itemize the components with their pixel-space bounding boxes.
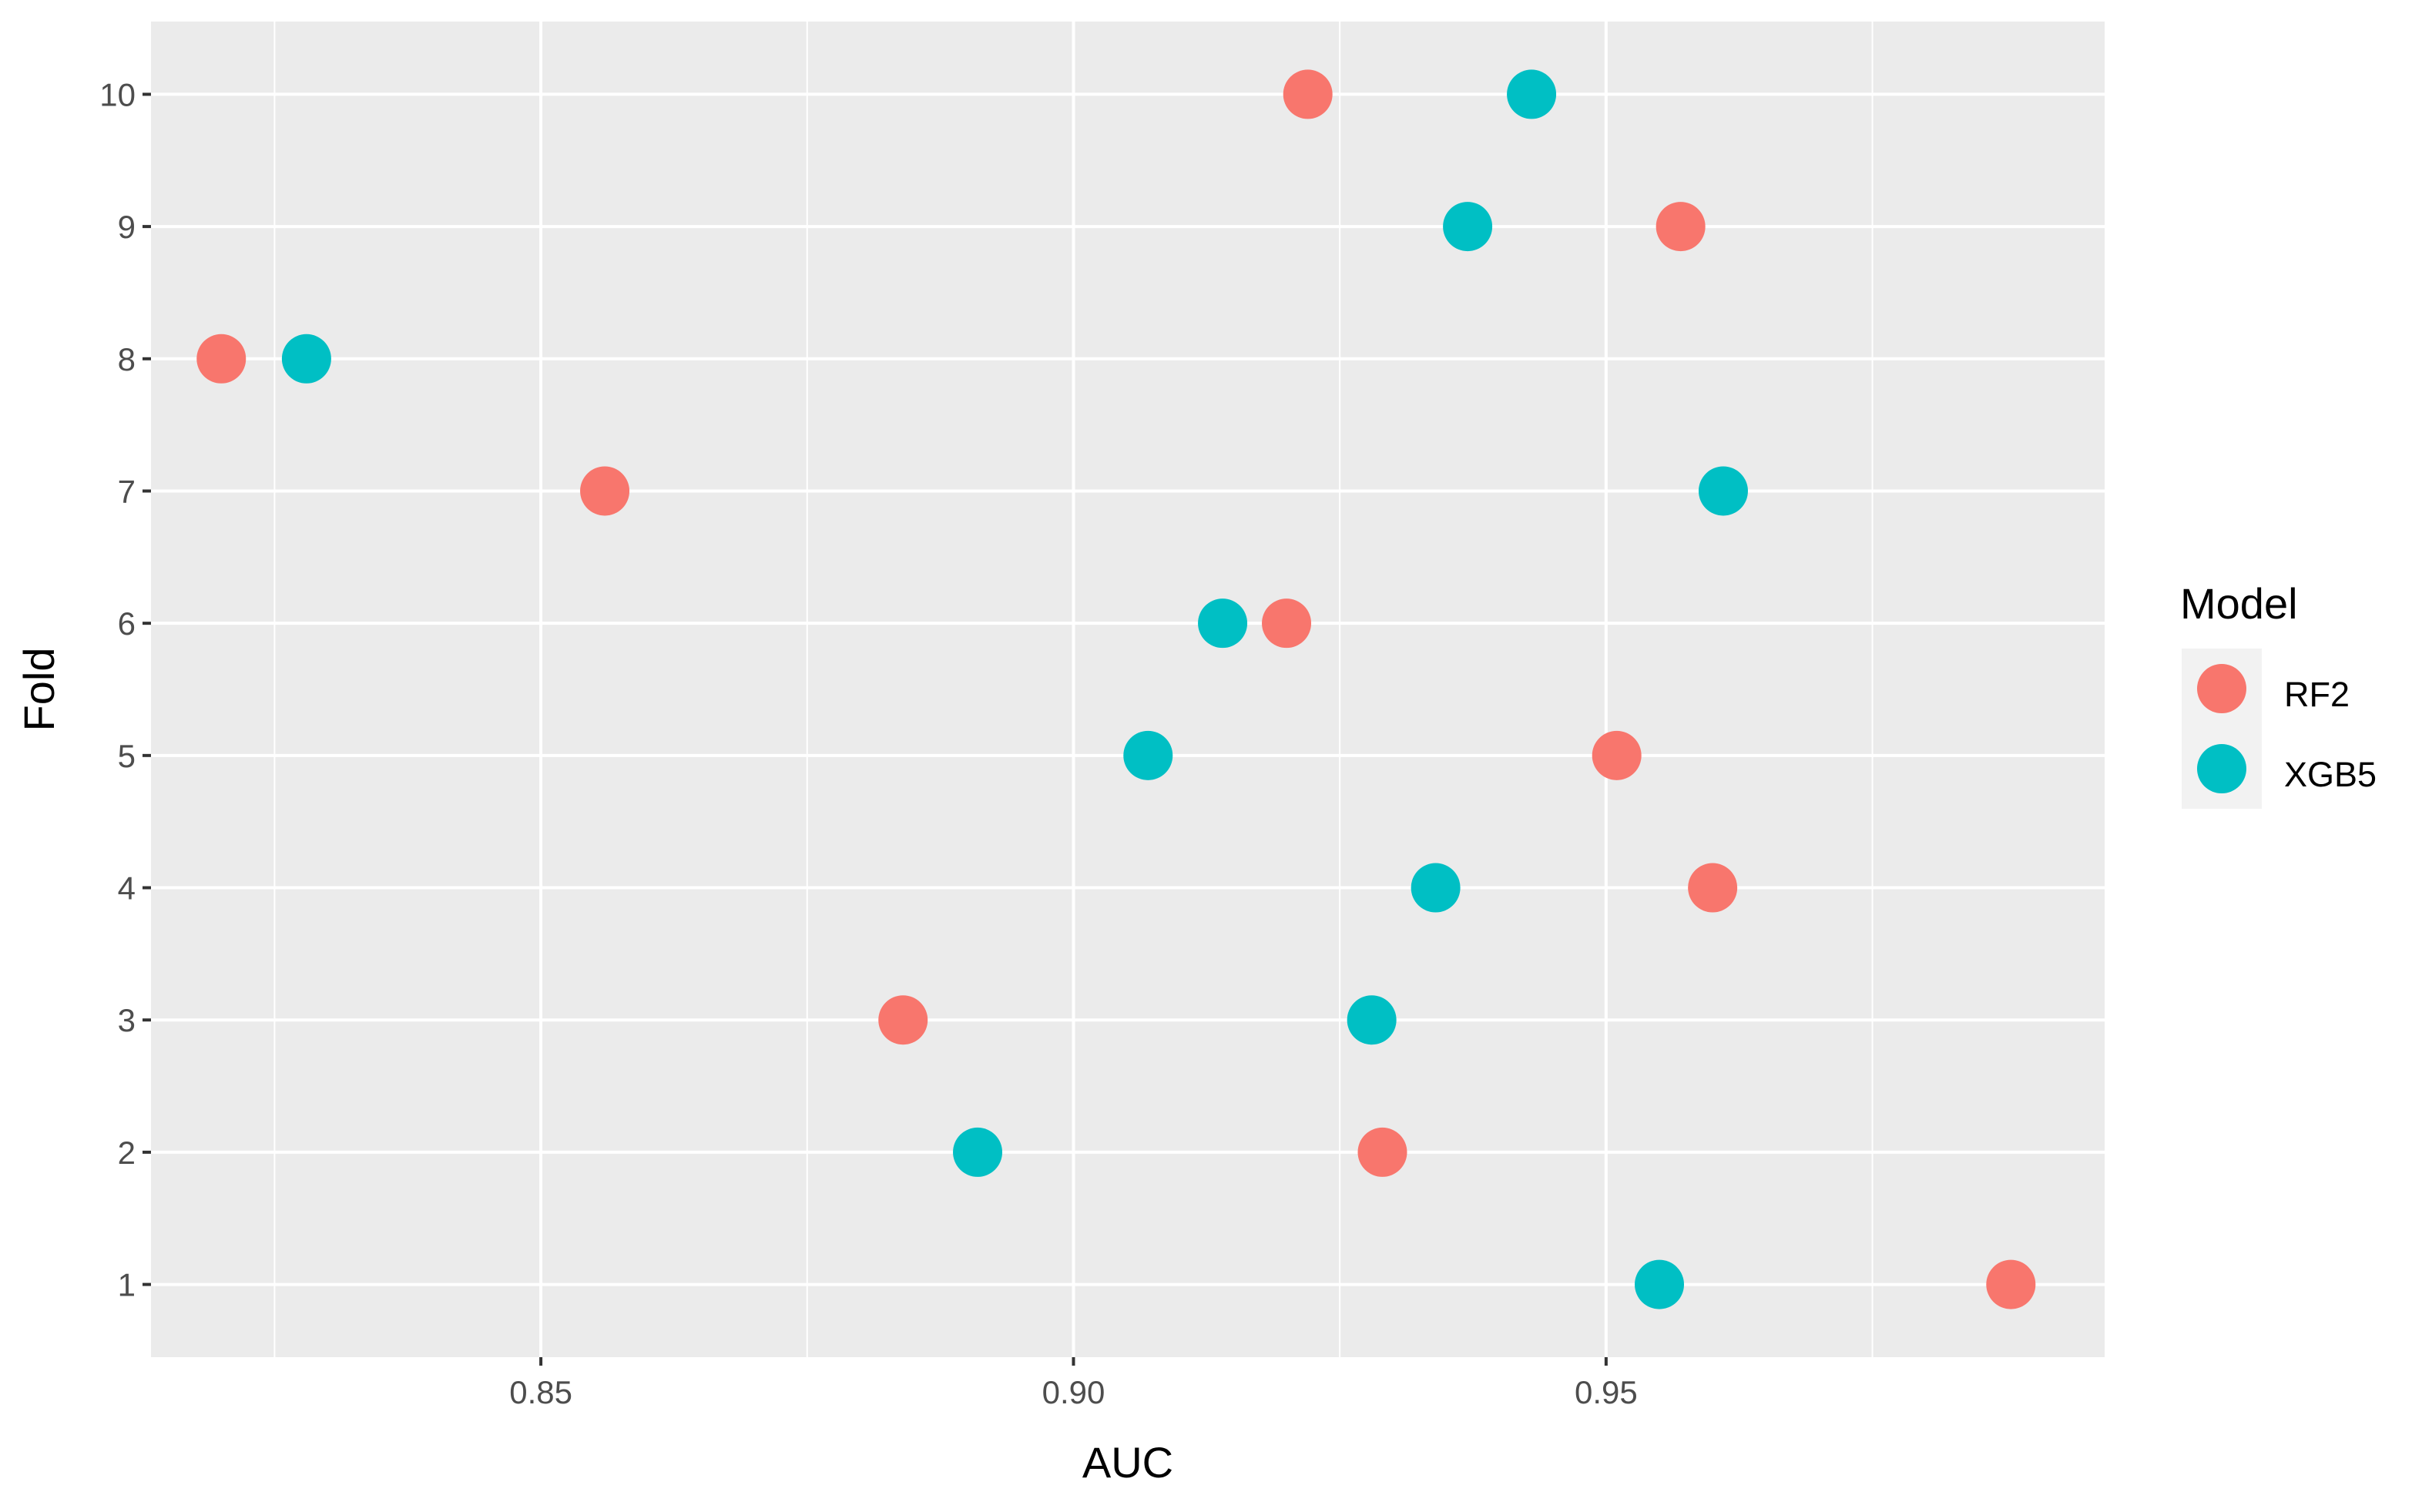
y-axis: 1 2 3 4 5 6 7 8 9 10 — [99, 76, 151, 1303]
legend: Model RF2 XGB5 — [2180, 579, 2377, 809]
legend-marker-xgb5 — [2197, 744, 2246, 793]
data-point-xgb5 — [1411, 863, 1461, 913]
y-tick-label: 5 — [118, 738, 136, 774]
data-point-xgb5 — [953, 1127, 1003, 1177]
data-point-xgb5 — [1443, 202, 1493, 252]
legend-label-rf2: RF2 — [2284, 675, 2350, 714]
plot-panel — [151, 22, 2105, 1357]
data-point-xgb5 — [1123, 730, 1173, 780]
legend-marker-rf2 — [2197, 664, 2246, 713]
data-point-rf2 — [580, 466, 630, 516]
y-axis-label: Fold — [15, 648, 63, 732]
legend-label-xgb5: XGB5 — [2284, 755, 2377, 794]
x-tick-label: 0.95 — [1575, 1374, 1638, 1410]
x-tick-label: 0.90 — [1042, 1374, 1105, 1410]
data-point-xgb5 — [1347, 995, 1397, 1045]
legend-title: Model — [2180, 579, 2298, 628]
y-tick-label: 2 — [118, 1135, 136, 1171]
data-point-xgb5 — [281, 334, 331, 384]
y-tick-label: 3 — [118, 1002, 136, 1038]
minor-gridlines — [273, 22, 1874, 1357]
x-tick-label: 0.85 — [509, 1374, 572, 1410]
y-tick-label: 8 — [118, 341, 136, 377]
data-point-xgb5 — [1635, 1259, 1685, 1309]
y-tick-label: 9 — [118, 209, 136, 245]
data-point-rf2 — [1592, 730, 1642, 780]
x-axis-label: AUC — [1082, 1438, 1173, 1487]
data-point-rf2 — [1283, 69, 1333, 119]
data-point-rf2 — [1986, 1259, 2036, 1309]
data-point-rf2 — [878, 995, 928, 1045]
data-point-xgb5 — [1198, 598, 1248, 649]
data-point-rf2 — [1656, 202, 1706, 252]
data-point-rf2 — [1357, 1127, 1407, 1177]
y-tick-label: 7 — [118, 473, 136, 509]
data-point-rf2 — [196, 334, 247, 384]
y-tick-label: 1 — [118, 1267, 136, 1303]
data-point-xgb5 — [1698, 466, 1748, 516]
x-axis: 0.85 0.90 0.95 — [509, 1357, 1638, 1410]
data-point-rf2 — [1688, 863, 1738, 913]
data-point-xgb5 — [1507, 69, 1557, 119]
y-tick-label: 10 — [99, 76, 136, 112]
major-gridlines — [151, 22, 2105, 1357]
data-point-rf2 — [1262, 598, 1312, 649]
y-tick-label: 4 — [118, 870, 136, 907]
y-tick-label: 6 — [118, 605, 136, 642]
data-points — [196, 69, 2036, 1309]
